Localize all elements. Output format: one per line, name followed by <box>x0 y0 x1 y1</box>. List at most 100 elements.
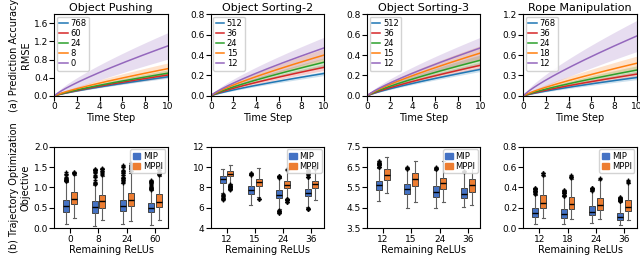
24 <box>471 60 479 63</box>
12 <box>228 82 236 85</box>
PathPatch shape <box>376 181 382 190</box>
24 <box>623 70 631 74</box>
15 <box>467 54 475 58</box>
36 <box>214 92 221 95</box>
24 <box>385 85 392 88</box>
Y-axis label: (a) Prediction Accuracy
RMSE: (a) Prediction Accuracy RMSE <box>10 0 31 112</box>
512 <box>471 69 479 72</box>
24 <box>164 72 172 75</box>
X-axis label: Time Step: Time Step <box>86 112 136 123</box>
PathPatch shape <box>156 195 162 207</box>
Legend: MIP, MPPI: MIP, MPPI <box>287 149 321 173</box>
PathPatch shape <box>276 190 282 198</box>
36 <box>471 65 479 68</box>
12 <box>385 82 392 85</box>
15 <box>228 84 236 87</box>
12 <box>314 48 322 51</box>
Line: 15: 15 <box>211 55 324 96</box>
12 <box>237 78 244 81</box>
Line: 768: 768 <box>54 77 168 96</box>
36 <box>550 87 557 90</box>
768 <box>527 93 534 96</box>
768 <box>58 92 65 95</box>
8 <box>55 92 63 95</box>
512 <box>370 92 378 95</box>
X-axis label: Time Step: Time Step <box>399 112 449 123</box>
Line: 36: 36 <box>211 67 324 96</box>
PathPatch shape <box>248 186 254 194</box>
24 <box>211 92 219 95</box>
Line: 24: 24 <box>367 60 481 96</box>
X-axis label: Remaining ReLUs: Remaining ReLUs <box>225 245 310 255</box>
12 <box>627 37 635 40</box>
PathPatch shape <box>284 181 290 188</box>
24 <box>477 59 484 62</box>
24 <box>51 94 58 98</box>
PathPatch shape <box>384 169 390 180</box>
24 <box>527 92 534 95</box>
24 <box>310 63 318 66</box>
Legend: MIP, MPPI: MIP, MPPI <box>599 149 634 173</box>
0 <box>58 89 65 92</box>
PathPatch shape <box>71 192 77 204</box>
512 <box>364 94 371 98</box>
12 <box>520 94 527 98</box>
36 <box>237 85 244 88</box>
Title: Rope Manipulation: Rope Manipulation <box>529 3 632 13</box>
Line: 24: 24 <box>211 62 324 96</box>
12 <box>477 46 484 50</box>
512 <box>228 89 236 92</box>
24 <box>520 94 527 98</box>
18 <box>550 83 557 86</box>
PathPatch shape <box>63 200 69 212</box>
24 <box>55 93 63 96</box>
15 <box>477 51 484 54</box>
Line: 512: 512 <box>367 69 481 96</box>
24 <box>633 68 640 71</box>
36 <box>310 68 318 71</box>
PathPatch shape <box>99 195 106 208</box>
512 <box>368 92 376 95</box>
Line: 8: 8 <box>54 69 168 96</box>
PathPatch shape <box>540 195 546 208</box>
36 <box>370 91 378 94</box>
24 <box>237 83 244 86</box>
512 <box>211 93 219 96</box>
60 <box>164 74 172 77</box>
12 <box>207 94 214 98</box>
24 <box>364 94 371 98</box>
768 <box>541 90 548 93</box>
PathPatch shape <box>597 198 603 210</box>
12 <box>633 34 640 37</box>
12 <box>214 90 221 93</box>
60 <box>55 93 63 96</box>
768 <box>158 76 166 79</box>
512 <box>477 68 484 71</box>
0 <box>164 44 172 47</box>
Line: 12: 12 <box>524 36 637 96</box>
15 <box>364 94 371 98</box>
36 <box>364 94 371 98</box>
60 <box>158 74 166 77</box>
PathPatch shape <box>532 208 538 217</box>
24 <box>81 87 88 90</box>
PathPatch shape <box>305 189 310 196</box>
768 <box>524 93 532 96</box>
PathPatch shape <box>256 179 262 187</box>
60 <box>72 89 79 92</box>
Y-axis label: (b) Trajectory Optimization
Objective: (b) Trajectory Optimization Objective <box>10 122 31 253</box>
512 <box>237 87 244 90</box>
Legend: MIP, MPPI: MIP, MPPI <box>443 149 478 173</box>
512 <box>214 92 221 95</box>
12 <box>467 50 475 53</box>
12 <box>524 90 532 93</box>
24 <box>394 82 401 85</box>
36 <box>524 93 532 96</box>
PathPatch shape <box>440 178 447 189</box>
60 <box>154 75 162 78</box>
768 <box>633 76 640 79</box>
15 <box>310 57 318 60</box>
512 <box>310 74 318 77</box>
18 <box>627 63 635 66</box>
X-axis label: Time Step: Time Step <box>243 112 292 123</box>
